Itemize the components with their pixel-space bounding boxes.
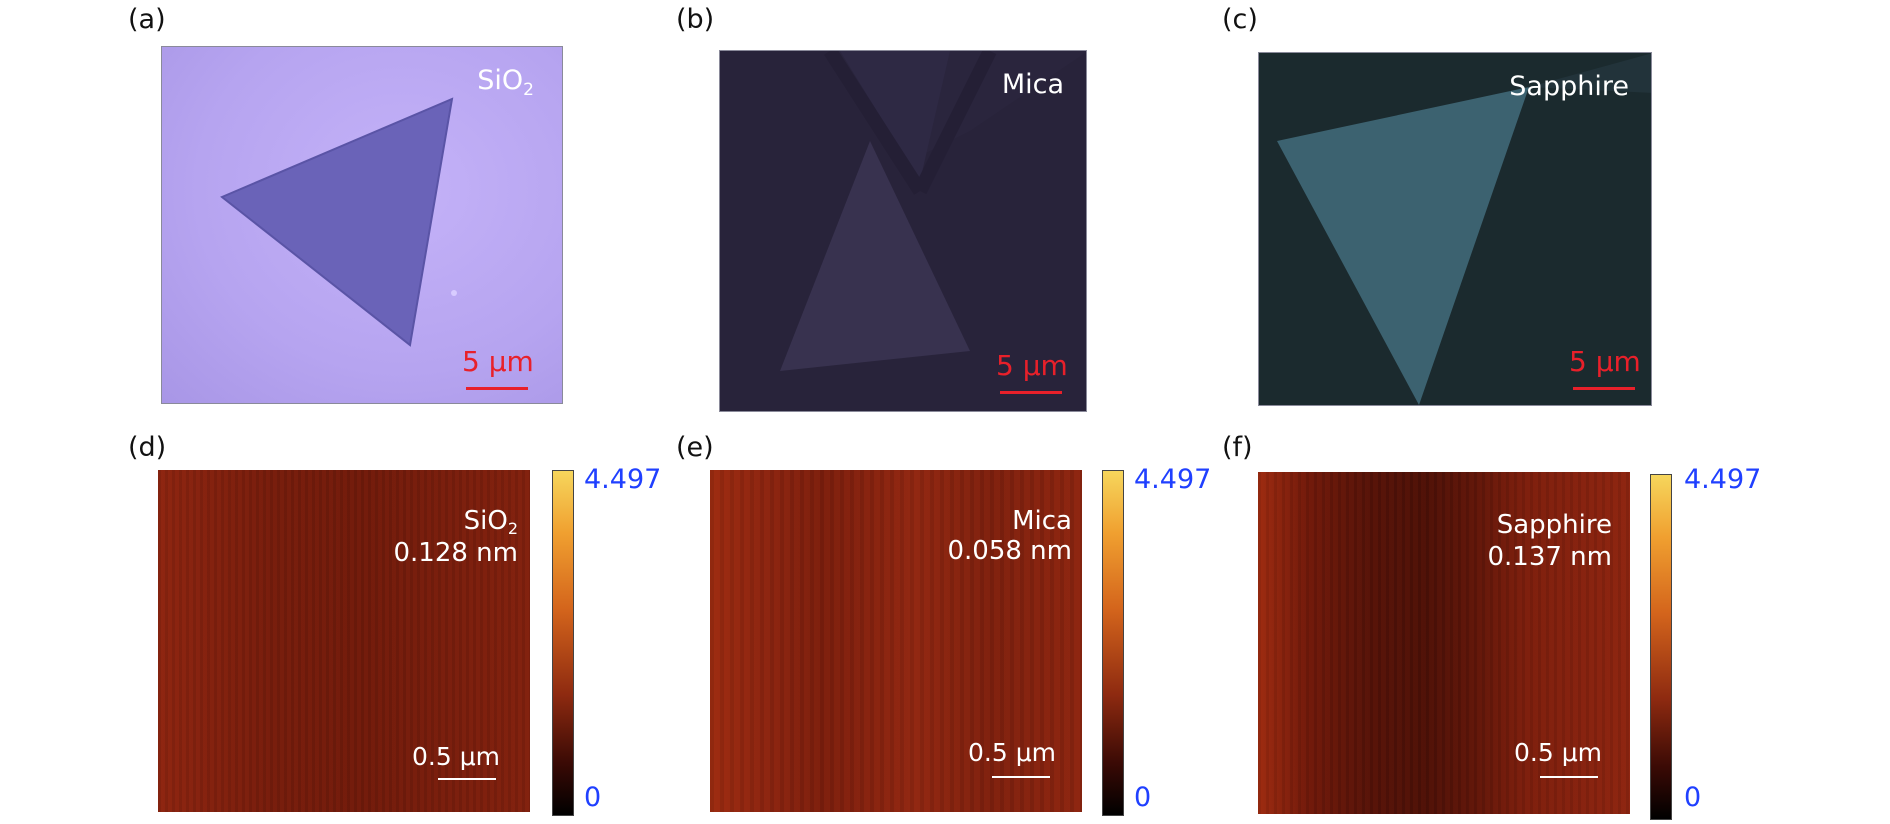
scale-bar-e	[992, 776, 1050, 778]
colorbar-min-e: 0	[1134, 782, 1152, 813]
panel-label-a: (a)	[128, 4, 166, 35]
colorbar-d	[552, 470, 574, 816]
scale-bar-d	[438, 778, 496, 780]
colorbar-max-f: 4.497	[1684, 464, 1762, 495]
roughness-value-e: 0.058 nm	[947, 536, 1072, 566]
optical-image-sapphire: Sapphire 5 μm	[1258, 52, 1652, 406]
panel-label-e: (e)	[676, 432, 714, 463]
colorbar-max-d: 4.497	[584, 464, 662, 495]
substrate-label-sio2: SiO2	[477, 65, 534, 100]
scale-label-c: 5 μm	[1569, 345, 1641, 378]
flake-triangle-sio2	[220, 97, 457, 347]
scale-bar-c	[1573, 387, 1635, 390]
colorbar-min-d: 0	[584, 782, 602, 813]
substrate-label-mica: Mica	[1001, 69, 1064, 100]
panel-label-c: (c)	[1222, 4, 1258, 35]
substrate-label-e: Mica	[1012, 506, 1072, 536]
panel-label-b: (b)	[676, 4, 715, 35]
colorbar-min-f: 0	[1684, 782, 1702, 813]
scale-bar-f	[1540, 776, 1598, 778]
scale-label-a: 5 μm	[462, 345, 534, 378]
colorbar-f	[1650, 474, 1672, 820]
scale-bar-b	[1000, 391, 1062, 394]
panel-label-f: (f)	[1222, 432, 1253, 463]
flake-triangle-sapphire	[1277, 53, 1651, 405]
colorbar-max-e: 4.497	[1134, 464, 1212, 495]
scale-label-d: 0.5 μm	[412, 742, 500, 771]
scale-label-b: 5 μm	[996, 349, 1068, 382]
colorbar-e	[1102, 470, 1124, 816]
roughness-value-d: 0.128 nm	[393, 538, 518, 568]
optical-image-mica: Mica 5 μm	[719, 50, 1087, 412]
flake-triangle-mica	[720, 51, 1086, 411]
substrate-label-sapphire: Sapphire	[1509, 71, 1629, 102]
afm-image-mica: Mica 0.058 nm 0.5 μm	[710, 470, 1082, 812]
panel-label-d: (d)	[128, 432, 167, 463]
substrate-label-f: Sapphire	[1496, 510, 1612, 540]
scale-label-e: 0.5 μm	[968, 738, 1056, 767]
afm-image-sapphire: Sapphire 0.137 nm 0.5 μm	[1258, 472, 1630, 814]
scale-label-f: 0.5 μm	[1514, 738, 1602, 767]
scale-bar-a	[466, 387, 528, 390]
optical-image-sio2: SiO2 5 μm	[161, 46, 563, 404]
substrate-label-d: SiO2	[463, 506, 518, 538]
afm-image-sio2: SiO2 0.128 nm 0.5 μm	[158, 470, 530, 812]
roughness-value-f: 0.137 nm	[1487, 542, 1612, 572]
